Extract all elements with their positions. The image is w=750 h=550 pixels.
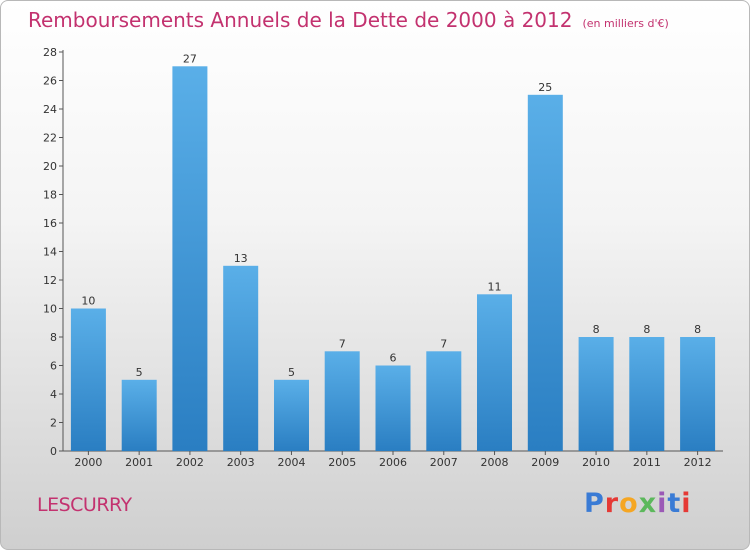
bar-2005 xyxy=(324,351,360,452)
bar-2002 xyxy=(172,66,208,452)
y-tick-label: 28 xyxy=(43,46,57,59)
title-block: Remboursements Annuels de la Dette de 20… xyxy=(28,8,669,32)
bar-2004 xyxy=(274,379,309,452)
x-tick-label-2007: 2007 xyxy=(430,456,458,469)
x-tick-label-2000: 2000 xyxy=(74,456,102,469)
value-label-2010: 8 xyxy=(593,323,600,336)
y-tick-label: 6 xyxy=(50,360,57,373)
bar-2010 xyxy=(578,337,614,451)
chart-title: Remboursements Annuels de la Dette de 20… xyxy=(28,8,573,32)
proxiti-logo: Proxiti xyxy=(584,488,692,519)
x-tick-label-2009: 2009 xyxy=(531,456,559,469)
x-tick-label-2008: 2008 xyxy=(481,456,509,469)
y-tick-label: 16 xyxy=(43,217,57,230)
y-tick-label: 0 xyxy=(50,445,57,458)
bar-2003 xyxy=(223,265,259,452)
y-tick-label: 14 xyxy=(43,246,57,259)
value-label-2004: 5 xyxy=(288,366,295,379)
value-label-2002: 27 xyxy=(183,52,197,65)
value-label-2008: 11 xyxy=(488,280,502,293)
bar-2012 xyxy=(680,337,716,451)
x-tick-label-2012: 2012 xyxy=(684,456,712,469)
value-label-2000: 10 xyxy=(81,295,95,308)
y-tick-label: 24 xyxy=(43,103,57,116)
y-tick-label: 4 xyxy=(50,388,57,401)
bar-2011 xyxy=(629,337,665,451)
x-tick-label-2002: 2002 xyxy=(176,456,204,469)
bar-2009 xyxy=(527,94,563,452)
y-tick-label: 18 xyxy=(43,189,57,202)
x-axis: 2000 2001 2002 2003 2004 2005 2006 2007 2008 2009… xyxy=(63,450,723,469)
bar-2000 xyxy=(70,308,106,451)
commune-name: LESCURRY xyxy=(37,494,132,516)
value-label-2007: 7 xyxy=(440,337,447,350)
bar-2008 xyxy=(477,294,512,452)
x-tick-label-2004: 2004 xyxy=(277,456,305,469)
value-labels: 10 5 27 13 5 7 6 7 11 25 8 8 8 xyxy=(81,52,701,379)
value-label-2001: 5 xyxy=(136,366,143,379)
x-tick-label-2011: 2011 xyxy=(633,456,661,469)
bar-2007 xyxy=(426,351,462,452)
bar-2006 xyxy=(375,365,411,451)
value-label-2006: 6 xyxy=(390,352,397,365)
y-tick-label: 8 xyxy=(50,331,57,344)
bars xyxy=(70,66,716,452)
x-tick-label-2003: 2003 xyxy=(227,456,255,469)
x-tick-label-2005: 2005 xyxy=(328,456,356,469)
value-label-2011: 8 xyxy=(643,323,650,336)
chart-subtitle: (en milliers d'€) xyxy=(582,17,669,30)
y-tick-label: 26 xyxy=(43,75,57,88)
y-tick-label: 12 xyxy=(43,274,57,287)
y-tick-label: 22 xyxy=(43,132,57,145)
value-label-2009: 25 xyxy=(538,81,552,94)
value-label-2012: 8 xyxy=(694,323,701,336)
value-label-2003: 13 xyxy=(234,252,248,265)
y-tick-label: 2 xyxy=(50,417,57,430)
y-tick-label: 20 xyxy=(43,160,57,173)
x-tick-label-2010: 2010 xyxy=(582,456,610,469)
value-label-2005: 7 xyxy=(339,337,346,350)
bar-2001 xyxy=(121,379,157,452)
y-tick-label: 10 xyxy=(43,303,57,316)
x-tick-label-2001: 2001 xyxy=(125,456,153,469)
x-tick-label-2006: 2006 xyxy=(379,456,407,469)
